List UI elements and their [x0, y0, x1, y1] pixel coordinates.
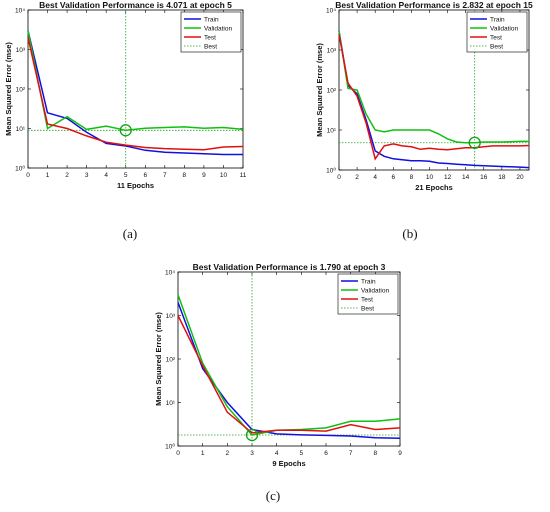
chart-panel-a: Best Validation Performance is 4.071 at … [0, 0, 262, 225]
x-axis-label: 21 Epochs [415, 183, 453, 192]
y-tick-label: 10³ [327, 48, 337, 55]
y-tick-label: 10² [16, 87, 26, 94]
x-tick-label: 5 [300, 450, 304, 457]
y-tick-label: 10⁰ [15, 165, 25, 173]
x-tick-label: 0 [337, 174, 341, 181]
legend-entry: Validation [361, 287, 389, 294]
legend-entry: Test [490, 34, 502, 41]
series-line-validation [27, 30, 244, 132]
series-line-test [27, 37, 244, 151]
y-tick-label: 10⁰ [326, 167, 336, 175]
chart-title: Best Validation Performance is 1.790 at … [193, 262, 386, 272]
x-tick-label: 6 [391, 174, 395, 181]
x-tick-label: 10 [426, 174, 434, 181]
legend-entry: Best [204, 43, 217, 50]
x-tick-label: 2 [65, 172, 69, 179]
y-axis-label: Mean Squared Error (mse) [4, 42, 13, 136]
x-tick-label: 2 [226, 450, 230, 457]
x-tick-label: 5 [124, 172, 128, 179]
x-tick-label: 9 [398, 450, 402, 457]
y-tick-label: 10⁴ [15, 8, 25, 15]
y-tick-label: 10² [327, 88, 337, 95]
x-tick-label: 2 [355, 174, 359, 181]
x-tick-label: 1 [46, 172, 50, 179]
series-line-train [27, 30, 243, 156]
x-tick-label: 0 [176, 450, 180, 457]
best-point-marker [468, 136, 481, 149]
x-tick-label: 9 [202, 172, 206, 179]
caption-c: (c) [265, 488, 281, 503]
chart-title: Best Validation Performance is 4.071 at … [39, 0, 232, 10]
x-tick-label: 11 [240, 172, 247, 179]
x-tick-label: 7 [163, 172, 167, 179]
x-tick-label: 6 [143, 172, 147, 179]
chart-svg: Best Validation Performance is 4.071 at … [4, 0, 247, 190]
y-tick-label: 10³ [166, 313, 176, 320]
x-tick-label: 12 [444, 174, 452, 181]
legend-entry: Train [361, 278, 376, 285]
y-tick-label: 10¹ [327, 128, 337, 135]
x-tick-label: 7 [349, 450, 353, 457]
x-tick-label: 1 [201, 450, 205, 457]
legend-entry: Test [204, 34, 216, 41]
x-tick-label: 20 [516, 174, 524, 181]
y-tick-label: 10⁴ [165, 270, 175, 277]
legend-entry: Validation [490, 25, 518, 32]
best-point-marker [119, 124, 132, 137]
legend-entry: Best [490, 43, 503, 50]
caption-b: (b) [402, 226, 418, 241]
chart-panel-b: Best Validation Performance is 2.832 at … [282, 0, 544, 225]
x-tick-label: 18 [498, 174, 506, 181]
x-tick-label: 4 [275, 450, 279, 457]
x-axis-label: 9 Epochs [272, 459, 305, 468]
x-tick-label: 14 [462, 174, 470, 181]
y-tick-label: 10³ [16, 47, 26, 54]
legend-entry: Validation [204, 25, 232, 32]
legend-entry: Best [361, 305, 374, 312]
y-tick-label: 10⁰ [165, 443, 175, 451]
series-line-test [177, 315, 401, 434]
y-tick-label: 10² [166, 357, 176, 364]
chart-title: Best Validation Performance is 2.832 at … [335, 0, 533, 10]
y-tick-label: 10¹ [16, 126, 26, 133]
caption-a: (a) [122, 226, 138, 241]
x-tick-label: 4 [373, 174, 377, 181]
x-tick-label: 8 [374, 450, 378, 457]
x-tick-label: 4 [104, 172, 108, 179]
x-tick-label: 8 [183, 172, 187, 179]
chart-svg: Best Validation Performance is 1.790 at … [154, 262, 402, 468]
y-axis-label: Mean Squared Error (mse) [154, 312, 163, 406]
legend-entry: Test [361, 296, 373, 303]
x-tick-label: 16 [480, 174, 488, 181]
x-tick-label: 3 [85, 172, 89, 179]
series-line-test [338, 33, 530, 161]
best-point-marker [245, 428, 259, 442]
y-tick-label: 10¹ [166, 400, 176, 407]
chart-svg: Best Validation Performance is 2.832 at … [315, 0, 533, 192]
x-tick-label: 0 [26, 172, 30, 179]
x-tick-label: 6 [324, 450, 328, 457]
legend-entry: Train [490, 16, 505, 23]
series-line-validation [338, 30, 529, 144]
y-tick-label: 10⁴ [326, 8, 336, 15]
x-tick-label: 3 [250, 450, 254, 457]
series-line-train [338, 30, 530, 169]
x-tick-label: 10 [220, 172, 228, 179]
chart-panel-c: Best Validation Performance is 1.790 at … [145, 254, 407, 482]
x-tick-label: 8 [410, 174, 414, 181]
legend-entry: Train [204, 16, 219, 23]
x-axis-label: 11 Epochs [117, 181, 154, 190]
y-axis-label: Mean Squared Error (mse) [315, 43, 324, 137]
